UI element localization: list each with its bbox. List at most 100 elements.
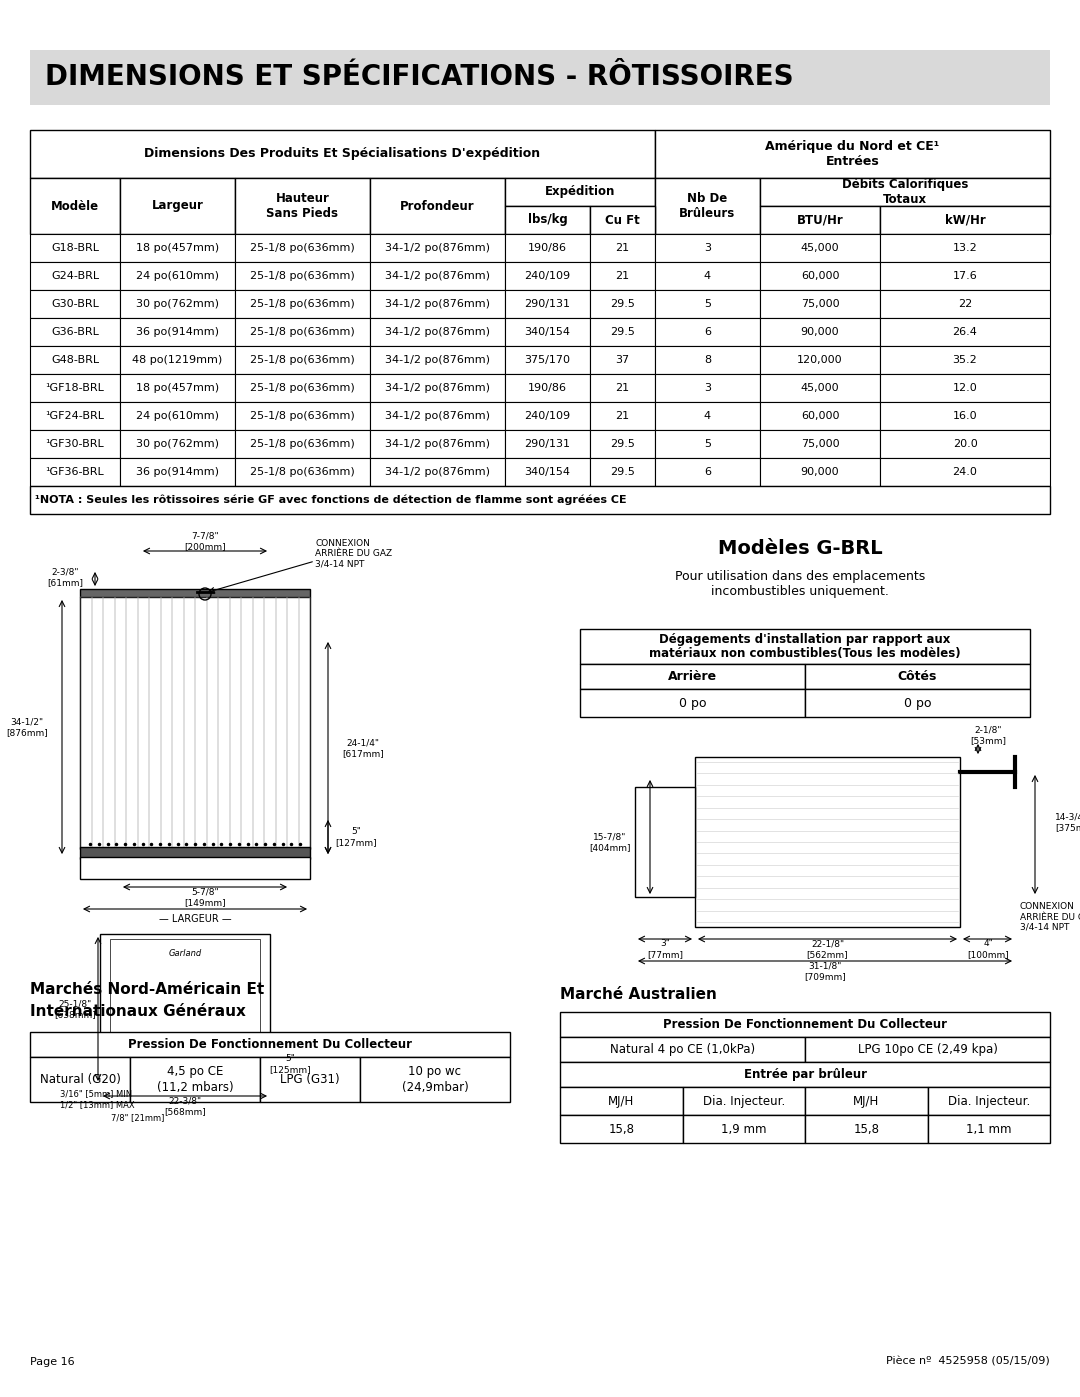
Text: 37: 37 — [616, 355, 630, 365]
Text: 8: 8 — [704, 355, 711, 365]
Bar — [235, 177, 370, 235]
Bar — [110, 939, 260, 1078]
Text: Page 16: Page 16 — [30, 1356, 75, 1368]
Text: 1,1 mm: 1,1 mm — [966, 1123, 1012, 1136]
Bar — [30, 50, 1050, 105]
Bar — [760, 458, 880, 486]
Text: 34-1/2 po(876mm): 34-1/2 po(876mm) — [384, 439, 490, 448]
Text: 36 po(914mm): 36 po(914mm) — [136, 327, 219, 337]
Bar — [30, 402, 120, 430]
Bar — [161, 597, 172, 849]
Text: 2-1/8"
[53mm]: 2-1/8" [53mm] — [970, 725, 1005, 745]
Text: 34-1/2 po(876mm): 34-1/2 po(876mm) — [384, 411, 490, 420]
Bar — [80, 856, 310, 879]
Text: 48 po(1219mm): 48 po(1219mm) — [133, 355, 222, 365]
Bar — [235, 235, 370, 263]
Bar — [654, 346, 760, 374]
Bar — [235, 374, 370, 402]
Text: 375/170: 375/170 — [525, 355, 570, 365]
Bar — [370, 430, 505, 458]
Bar — [880, 263, 1050, 291]
Bar — [505, 402, 590, 430]
Text: Débits Calorifiques
Totaux: Débits Calorifiques Totaux — [841, 177, 968, 205]
Bar — [30, 130, 654, 177]
Bar — [760, 235, 880, 263]
Text: 340/154: 340/154 — [525, 467, 570, 476]
Bar — [235, 263, 370, 291]
Bar — [120, 291, 235, 319]
Text: 60,000: 60,000 — [800, 411, 839, 420]
Bar — [805, 664, 1030, 689]
Bar — [114, 597, 126, 849]
Text: 290/131: 290/131 — [525, 439, 570, 448]
Bar — [880, 319, 1050, 346]
Bar — [30, 430, 120, 458]
Text: Côtés: Côtés — [897, 671, 937, 683]
Bar — [184, 597, 195, 849]
Bar — [264, 597, 275, 849]
Text: 34-1/2 po(876mm): 34-1/2 po(876mm) — [384, 271, 490, 281]
Text: Hauteur
Sans Pieds: Hauteur Sans Pieds — [267, 191, 338, 219]
Text: G48-BRL: G48-BRL — [51, 355, 99, 365]
Text: 25-1/8 po(636mm): 25-1/8 po(636mm) — [251, 439, 355, 448]
Bar — [635, 787, 696, 897]
Text: 14-3/4"
[375mm]: 14-3/4" [375mm] — [1055, 812, 1080, 831]
Text: 25-1/8 po(636mm): 25-1/8 po(636mm) — [251, 355, 355, 365]
Text: 120,000: 120,000 — [797, 355, 842, 365]
Bar — [235, 430, 370, 458]
Text: 24.0: 24.0 — [953, 467, 977, 476]
Bar — [505, 319, 590, 346]
Text: 21: 21 — [616, 411, 630, 420]
Text: 25-1/8 po(636mm): 25-1/8 po(636mm) — [251, 411, 355, 420]
Text: Modèle: Modèle — [51, 200, 99, 212]
Text: 45,000: 45,000 — [800, 243, 839, 253]
Bar — [590, 402, 654, 430]
Text: 7-7/8"
[200mm]: 7-7/8" [200mm] — [185, 531, 226, 550]
Bar — [654, 291, 760, 319]
Text: 16.0: 16.0 — [953, 411, 977, 420]
Bar — [880, 374, 1050, 402]
Bar — [654, 235, 760, 263]
Text: 3"
[77mm]: 3" [77mm] — [647, 939, 683, 958]
Text: 25-1/8 po(636mm): 25-1/8 po(636mm) — [251, 271, 355, 281]
Bar — [92, 597, 103, 849]
Text: 190/86: 190/86 — [528, 383, 567, 393]
Bar — [370, 346, 505, 374]
Text: G24-BRL: G24-BRL — [51, 271, 99, 281]
Bar — [130, 1058, 260, 1102]
Text: 15-7/8"
[404mm]: 15-7/8" [404mm] — [590, 833, 631, 852]
Bar — [275, 597, 287, 849]
Text: 15,8: 15,8 — [853, 1123, 879, 1136]
Bar — [805, 689, 1030, 717]
Text: 4,5 po CE
(11,2 mbars): 4,5 po CE (11,2 mbars) — [157, 1066, 233, 1094]
Bar — [370, 177, 505, 235]
Text: 30 po(762mm): 30 po(762mm) — [136, 439, 219, 448]
Text: 25-1/8 po(636mm): 25-1/8 po(636mm) — [251, 327, 355, 337]
Bar — [561, 1062, 1050, 1087]
Text: 24 po(610mm): 24 po(610mm) — [136, 411, 219, 420]
Text: 190/86: 190/86 — [528, 243, 567, 253]
Bar — [30, 458, 120, 486]
Bar — [505, 291, 590, 319]
Bar — [505, 235, 590, 263]
Text: 10 po wc
(24,9mbar): 10 po wc (24,9mbar) — [402, 1066, 469, 1094]
Text: 7/8" [21mm]: 7/8" [21mm] — [111, 1113, 164, 1123]
Text: lbs/kg: lbs/kg — [528, 214, 567, 226]
Circle shape — [232, 1046, 238, 1052]
Bar — [195, 597, 206, 849]
Text: MJ/H: MJ/H — [853, 1094, 879, 1108]
Bar — [654, 430, 760, 458]
Text: 21: 21 — [616, 271, 630, 281]
Text: BTU/Hr: BTU/Hr — [797, 214, 843, 226]
Text: 4: 4 — [704, 411, 711, 420]
Bar — [561, 1115, 683, 1143]
Bar — [880, 458, 1050, 486]
Bar — [590, 430, 654, 458]
Bar — [120, 235, 235, 263]
Bar — [580, 664, 805, 689]
Bar — [928, 1087, 1050, 1115]
Bar — [120, 402, 235, 430]
Text: 25-1/8 po(636mm): 25-1/8 po(636mm) — [251, 243, 355, 253]
Text: 90,000: 90,000 — [800, 467, 839, 476]
Text: 21: 21 — [616, 243, 630, 253]
